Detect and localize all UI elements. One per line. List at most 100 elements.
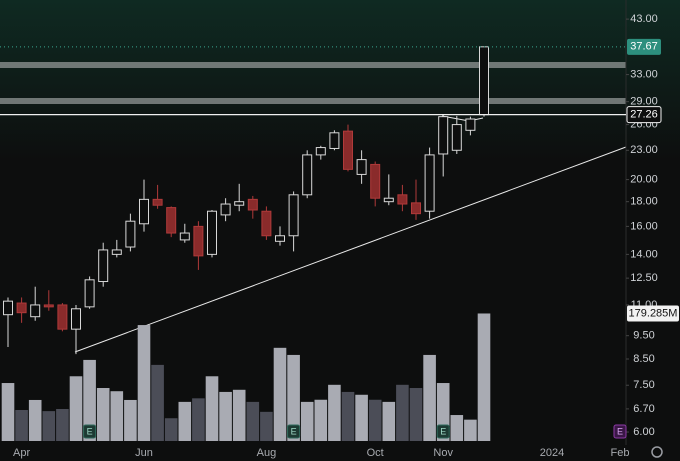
candle xyxy=(288,191,299,252)
volume-bar xyxy=(368,399,382,441)
candle-body xyxy=(98,249,109,283)
candle xyxy=(193,221,204,270)
candle xyxy=(383,174,394,206)
volume-bar xyxy=(273,347,287,441)
candle xyxy=(220,198,231,222)
y-tick-label: 6.70 xyxy=(633,403,654,415)
candle-body xyxy=(343,130,353,170)
candle xyxy=(424,147,435,219)
zone-band xyxy=(0,98,626,104)
candle-body xyxy=(465,118,476,131)
volume-bar xyxy=(137,325,151,441)
candle-body xyxy=(370,163,381,199)
x-tick-label: Apr xyxy=(13,447,30,459)
candle xyxy=(16,297,27,323)
volume-bar xyxy=(464,419,477,441)
volume-bar xyxy=(314,399,328,441)
candle-body xyxy=(261,210,272,237)
candle xyxy=(152,184,163,209)
volume-bar xyxy=(450,415,464,441)
candle xyxy=(247,195,258,219)
volume-bar xyxy=(15,409,28,441)
candle xyxy=(84,276,95,309)
volume-bar xyxy=(232,389,246,441)
candle xyxy=(411,179,421,220)
candle xyxy=(329,130,340,151)
volume-bar xyxy=(96,388,110,441)
candle xyxy=(261,206,272,240)
volume-bar xyxy=(423,354,436,441)
y-tick-label: 18.00 xyxy=(630,196,658,208)
candle xyxy=(479,46,489,117)
candle xyxy=(57,303,68,332)
earnings-label: E xyxy=(291,426,297,436)
y-tick-label: 7.50 xyxy=(633,379,654,391)
candle-body xyxy=(220,203,231,216)
candle-body xyxy=(275,235,285,242)
candle xyxy=(43,290,54,311)
price-line-label-box xyxy=(626,106,662,124)
volume-bar xyxy=(164,418,178,441)
earnings-label: E xyxy=(440,426,446,436)
candle xyxy=(30,286,41,321)
candle xyxy=(3,297,13,348)
candle xyxy=(125,213,136,252)
volume-bar xyxy=(178,401,192,441)
candle-body xyxy=(247,198,258,211)
price-line-label: 27.26 xyxy=(630,109,658,121)
y-tick-label: 6.00 xyxy=(633,426,654,438)
trendline xyxy=(74,146,627,353)
candle xyxy=(179,223,190,243)
candle-body xyxy=(479,46,489,116)
candle-body xyxy=(166,207,177,234)
volume-bar xyxy=(409,388,423,441)
candle-body xyxy=(152,198,163,206)
earnings-marker xyxy=(83,424,97,439)
gear[interactable] xyxy=(651,446,663,458)
zone-band xyxy=(0,62,626,68)
x-tick-label: Jun xyxy=(135,447,153,459)
candle xyxy=(98,242,109,287)
candle xyxy=(343,124,353,172)
volume-bar xyxy=(219,391,232,441)
volume-bar xyxy=(83,359,96,441)
candle-body xyxy=(315,147,326,156)
y-tick-label: 33.00 xyxy=(630,68,658,80)
candle-body xyxy=(302,154,313,196)
x-tick-label: 2024 xyxy=(540,447,564,459)
volume-layer xyxy=(1,313,491,441)
candle-body xyxy=(3,300,13,316)
volume-bar xyxy=(260,411,273,441)
last-price-label-box xyxy=(627,38,661,55)
volume-bar xyxy=(1,383,15,441)
x-tick-label: Feb xyxy=(611,447,630,459)
y-tick-label: 9.50 xyxy=(633,330,654,342)
candle-body xyxy=(71,308,81,330)
y-tick-label: 43.00 xyxy=(630,13,658,25)
candle xyxy=(275,226,285,246)
settings-icon[interactable] xyxy=(651,446,663,458)
volume-bar xyxy=(246,401,260,441)
volume-bar xyxy=(341,391,355,441)
candle xyxy=(166,206,177,238)
candle xyxy=(302,150,313,199)
candle xyxy=(207,209,217,258)
candle-body xyxy=(411,202,421,215)
y-tick-label: 14.00 xyxy=(630,248,658,260)
volume-bar xyxy=(192,398,205,441)
candle-body xyxy=(125,220,136,248)
candle xyxy=(139,179,149,232)
candle-body xyxy=(111,249,122,255)
last-price-label: 37.67 xyxy=(630,41,658,53)
candle xyxy=(370,161,381,207)
volume-bar xyxy=(287,354,300,441)
candle-body xyxy=(438,116,449,155)
earnings-marker xyxy=(613,424,627,439)
volume-bar xyxy=(110,391,124,441)
candle xyxy=(234,183,245,212)
volume-bar xyxy=(69,376,83,441)
earnings-label: E xyxy=(617,426,623,436)
